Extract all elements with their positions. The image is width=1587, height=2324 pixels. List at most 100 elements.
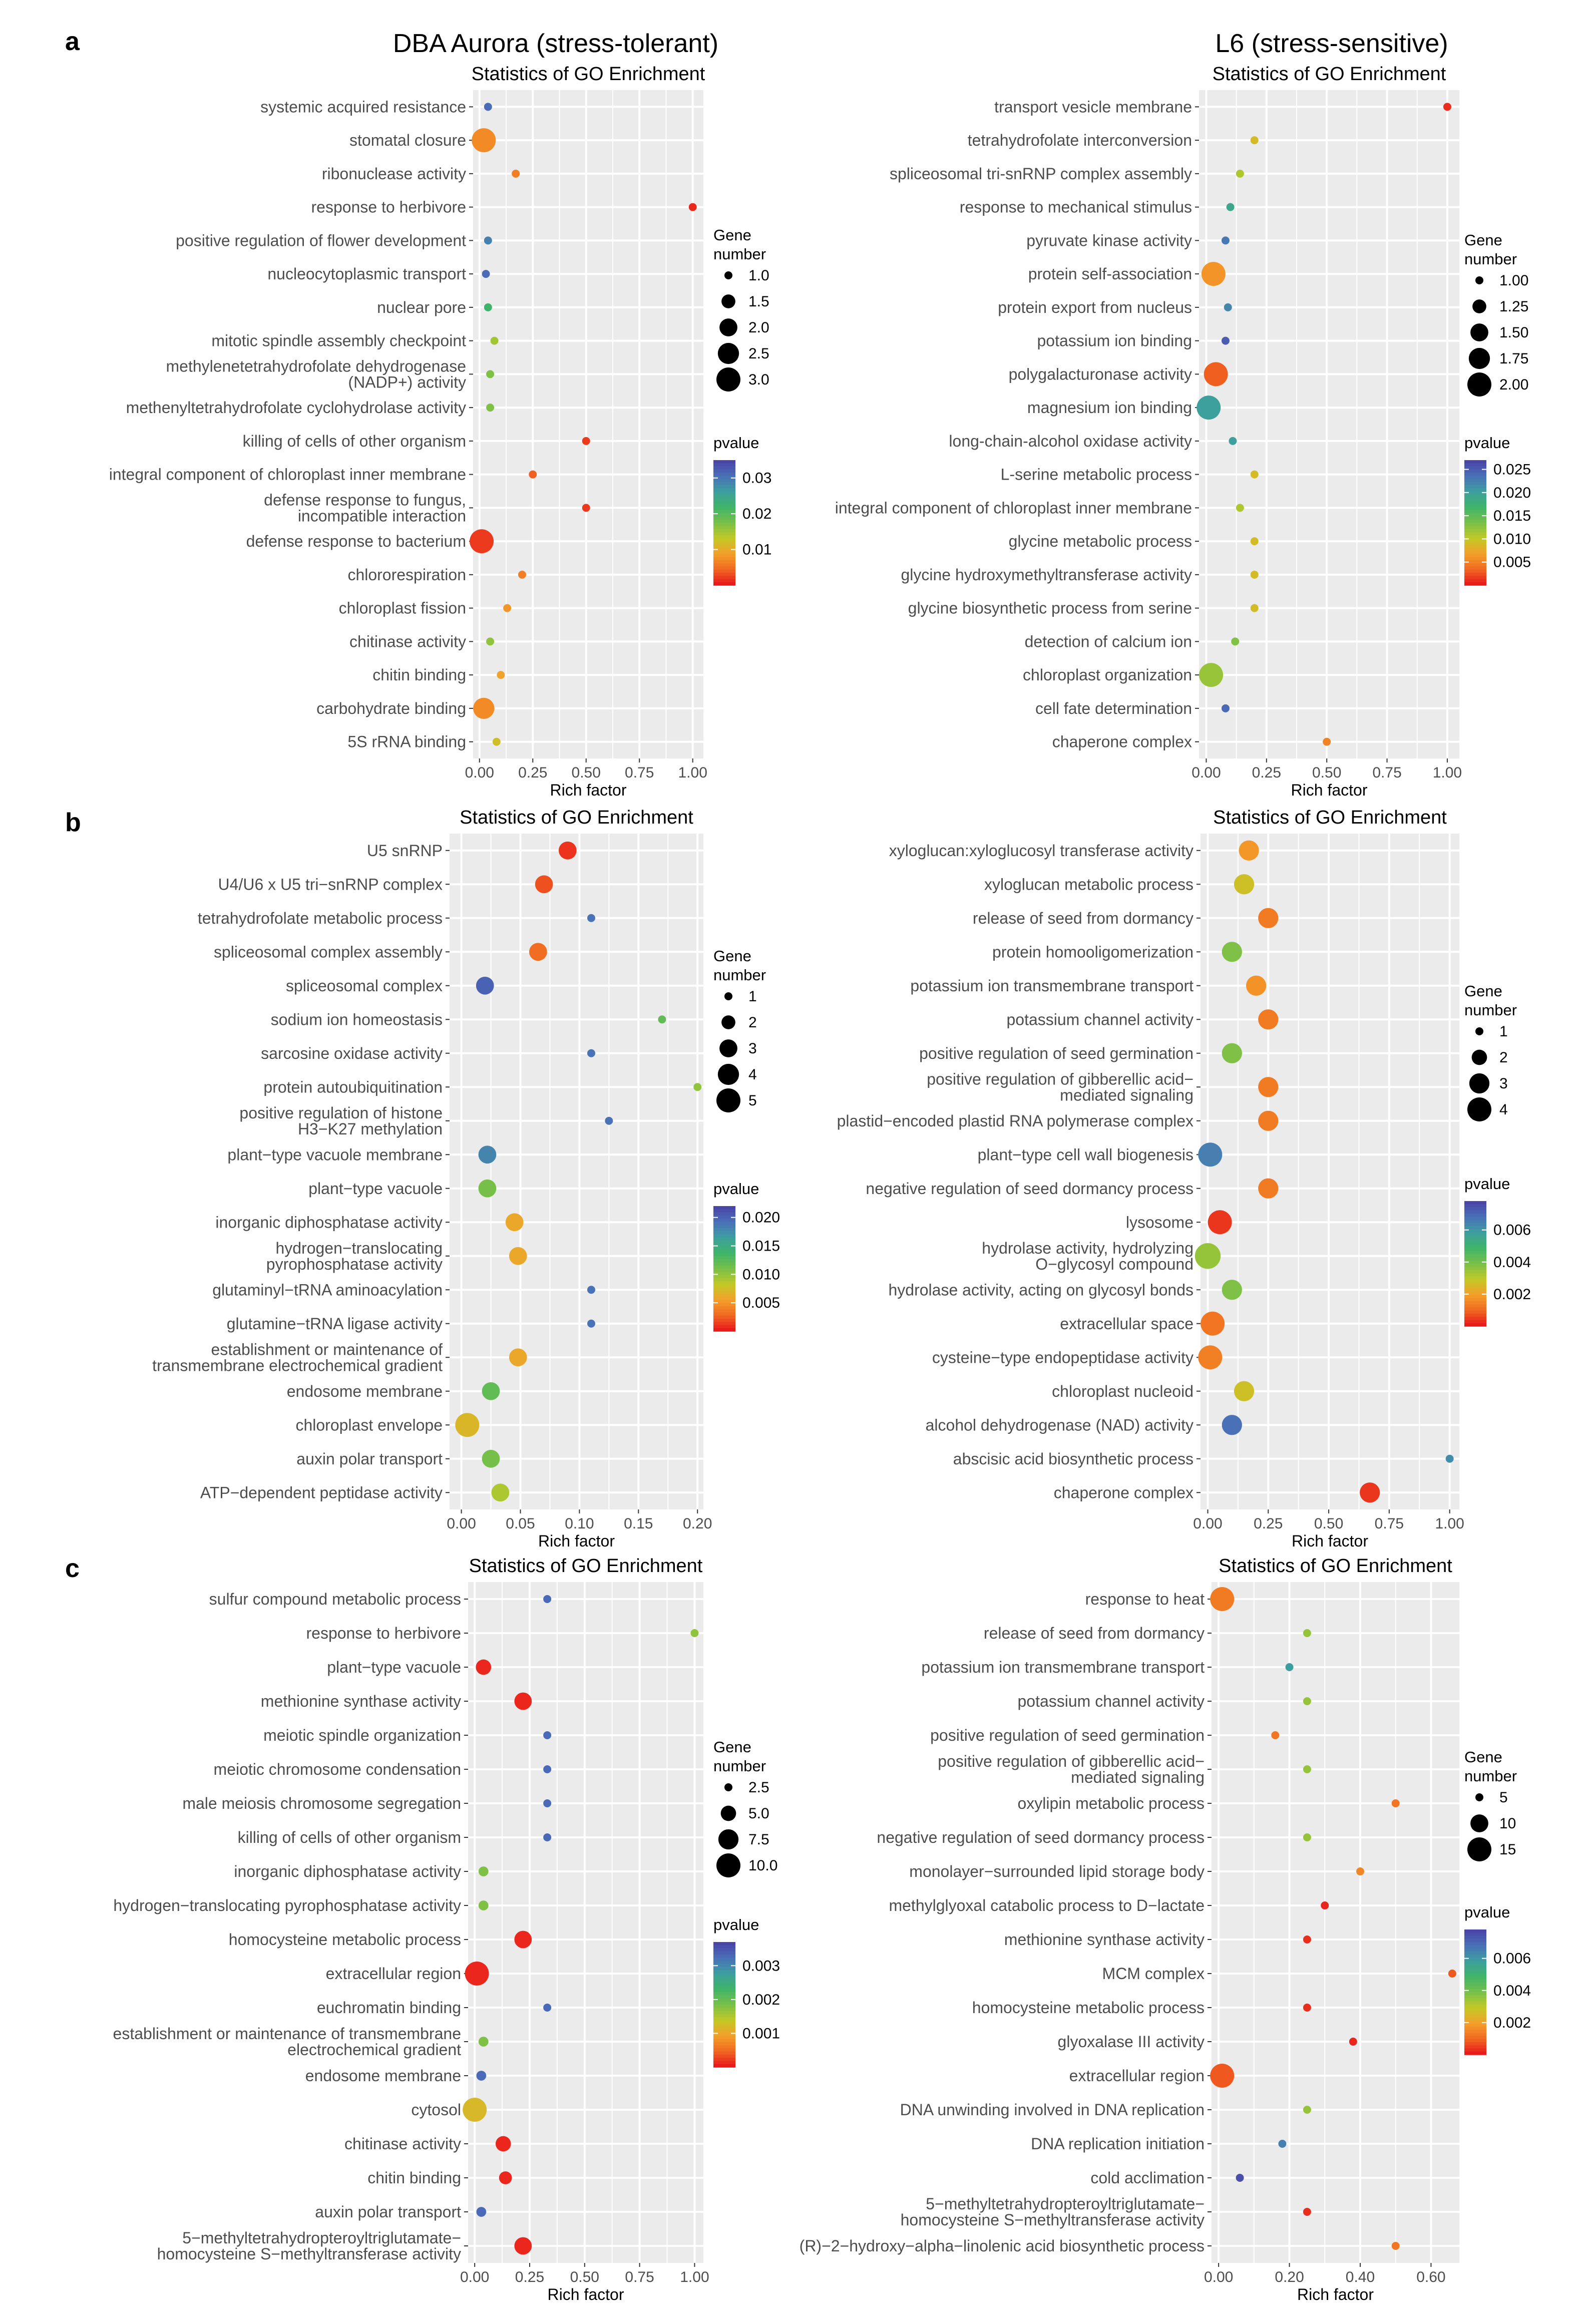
chart-c-right: Statistics of GO Enrichment 0.00 0.20 0.40 0…: [800, 1556, 1531, 2303]
colorbar-segment: [713, 1958, 735, 1962]
term-label-line: defense response to fungus,: [264, 491, 466, 509]
data-point: [1229, 437, 1237, 445]
term-label: methionine synthase activity: [1004, 1930, 1205, 1949]
data-point: [587, 1286, 595, 1294]
size-legend-label: 1.5: [748, 293, 769, 310]
term-label: abscisic acid biosynthetic process: [953, 1450, 1194, 1468]
colorbar-segment: [1464, 1232, 1486, 1236]
term-label: potassium ion transmembrane transport: [921, 1658, 1205, 1676]
term-label: plastid−encoded plastid RNA polymerase c…: [837, 1112, 1194, 1130]
data-point: [1448, 1970, 1456, 1978]
term-label-line: positive regulation of gibberellic acid−: [938, 1752, 1205, 1770]
chart-a-left: Statistics of GO Enrichment 0.00 0.25 0.50 0…: [109, 64, 772, 799]
term-label: negative regulation of seed dormancy pro…: [877, 1828, 1205, 1846]
data-point: [514, 1930, 532, 1949]
colorbar-segment: [713, 560, 735, 564]
colorbar-segment: [713, 1300, 735, 1304]
term-label: extracellular region: [1069, 2067, 1205, 2085]
term-label-line: sulfur compound metabolic process: [209, 1590, 461, 1608]
plot-panel: [1199, 90, 1459, 758]
color-legend-title: pvalue: [713, 1916, 759, 1933]
colorbar-segment: [1464, 501, 1486, 505]
column-header-left: DBA Aurora (stress-tolerant): [393, 29, 718, 58]
colorbar-label: 0.002: [1493, 1286, 1531, 1303]
colorbar-segment: [1464, 2030, 1486, 2034]
colorbar-segment: [713, 1209, 735, 1213]
term-label: cold acclimation: [1090, 2169, 1205, 2187]
chart-b-left: Statistics of GO Enrichment 0.00 0.05 0.10 0…: [152, 807, 780, 1550]
colorbar-segment: [713, 1970, 735, 1974]
term-label: transport vesicle membrane: [994, 98, 1192, 116]
term-label-line: extracellular region: [326, 1965, 461, 1983]
term-label: chaperone complex: [1054, 1483, 1194, 1501]
size-legend-key: [718, 1829, 739, 1850]
data-point: [543, 2004, 552, 2012]
colorbar-segment: [1464, 2011, 1486, 2015]
x-tick-label: 0.75: [625, 2269, 654, 2285]
colorbar-segment: [713, 1325, 735, 1329]
colorbar-label: 0.002: [742, 1992, 780, 2008]
term-label-line: methylenetetrahydrofolate dehydrogenase: [166, 357, 466, 375]
data-point: [482, 1382, 500, 1400]
term-label-line: long-chain-alcohol oxidase activity: [949, 432, 1192, 450]
colorbar-segment: [1464, 1951, 1486, 1955]
colorbar-segment: [1464, 566, 1486, 570]
term-label: plant−type vacuole: [308, 1180, 443, 1198]
term-label-line: endosome membrane: [305, 2067, 461, 2085]
term-label: detection of calcium ion: [1025, 632, 1192, 650]
data-point: [476, 976, 494, 995]
term-label: carbohydrate binding: [316, 699, 466, 717]
data-point: [1443, 103, 1451, 111]
data-point: [482, 1449, 500, 1468]
term-label-line: response to heat: [1085, 1590, 1205, 1608]
term-label-line: hydrolase activity, hydrolyzing: [982, 1239, 1194, 1257]
data-point: [1221, 336, 1230, 345]
term-label-line: chlororespiration: [347, 566, 466, 584]
term-label: integral component of chloroplast inner …: [835, 499, 1192, 517]
term-label-line: negative regulation of seed dormancy pro…: [877, 1828, 1205, 1846]
x-tick-label: 1.00: [1435, 1515, 1464, 1532]
colorbar-segment: [713, 1284, 735, 1288]
colorbar-segment: [1464, 535, 1486, 539]
data-point: [514, 1692, 532, 1710]
data-point: [1198, 1142, 1223, 1167]
data-point: [1349, 2038, 1357, 2046]
term-label: response to heat: [1085, 1590, 1205, 1608]
colorbar-segment: [713, 576, 735, 580]
colorbar-segment: [1464, 1301, 1486, 1305]
size-legend-key: [1471, 1049, 1487, 1065]
size-legend-label: 1: [748, 988, 757, 1005]
term-label: methionine synthase activity: [261, 1692, 461, 1710]
colorbar-segment: [1464, 460, 1486, 464]
colorbar-segment: [713, 1315, 735, 1319]
size-legend-key: [1470, 323, 1488, 341]
x-tick-label: 0.25: [518, 764, 547, 781]
color-legend-title: pvalue: [713, 1180, 759, 1198]
data-point: [1391, 2242, 1400, 2250]
term-label: release of seed from dormancy: [973, 909, 1194, 927]
size-legend-label: 1.0: [748, 267, 769, 284]
data-point: [1258, 1077, 1279, 1097]
term-label-line: positive regulation of seed germination: [930, 1726, 1205, 1744]
term-label-line: incompatible interaction: [298, 507, 466, 525]
term-label: positive regulation of gibberellic acid−…: [927, 1070, 1194, 1104]
colorbar-segment: [713, 1247, 735, 1251]
term-label-line: chloroplast fission: [339, 599, 466, 617]
term-label: meiotic spindle organization: [263, 1726, 461, 1744]
data-point: [1278, 2140, 1287, 2148]
panel-letter-a: a: [65, 27, 80, 56]
colorbar-segment: [713, 1983, 735, 1987]
colorbar-segment: [713, 519, 735, 523]
term-label-line: pyruvate kinase activity: [1026, 231, 1192, 249]
term-label-line: lysosome: [1126, 1213, 1194, 1231]
data-point: [1210, 1587, 1235, 1611]
term-label-line: homocysteine S−methyltransferase activit…: [901, 2211, 1205, 2229]
colorbar-segment: [713, 1980, 735, 1984]
colorbar-segment: [1464, 544, 1486, 548]
term-label: U5 snRNP: [367, 842, 443, 860]
term-label-line: potassium ion transmembrane transport: [910, 977, 1194, 995]
term-label-line: glutamine−tRNA ligase activity: [227, 1315, 443, 1333]
colorbar-segment: [1464, 1320, 1486, 1324]
colorbar-segment: [713, 1290, 735, 1294]
term-label: positive regulation of seed germination: [919, 1044, 1194, 1062]
